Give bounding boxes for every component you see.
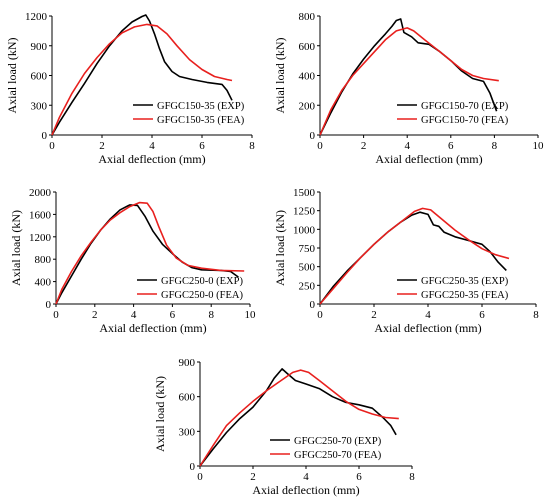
x-tick-label: 4: [131, 309, 137, 321]
y-tick-label: 900: [179, 357, 196, 369]
x-tick-label: 4: [149, 140, 155, 152]
y-tick-label: 300: [31, 100, 48, 112]
subplot-4: 0 2 4 6 8 0 250 500 750 1000 1250 1500 Axial deflect…: [273, 187, 539, 335]
legend-label: GFGC150-70 (EXP): [421, 101, 509, 112]
y-axis-title: Axial load (kN): [273, 38, 287, 114]
x-tick-label: 2: [99, 140, 105, 152]
y-axis-title: Axial load (kN): [153, 376, 167, 452]
x-tick-label: 8: [409, 471, 415, 483]
y-tick-label: 300: [179, 426, 196, 438]
legend-label: GFGC250-70 (FEA): [294, 450, 382, 461]
subplot-3: 0 2 4 6 8 10 0 400 800 1200 1600 2000 Axial deflecti…: [9, 187, 256, 335]
series-line-exp: [319, 18, 498, 136]
x-axis-title: Axial deflection (mm): [375, 152, 482, 166]
x-tick-label: 10: [245, 309, 257, 321]
legend-label: GFGC150-70 (FEA): [421, 115, 509, 126]
legend-label: GFGC250-35 (EXP): [421, 276, 509, 287]
y-tick-label: 2000: [29, 187, 52, 199]
x-tick-label: 8: [533, 309, 539, 321]
y-tick-label: 1500: [293, 187, 316, 199]
series-line-fea: [319, 27, 499, 136]
x-tick-label: 2: [92, 309, 98, 321]
legend: GFGC250-70 (EXP) GFGC250-70 (FEA): [270, 436, 382, 461]
y-tick-label: 0: [42, 130, 48, 142]
series-line-fea: [199, 369, 399, 467]
legend-label: GFGC250-0 (FEA): [161, 290, 243, 301]
x-tick-label: 4: [404, 140, 410, 152]
y-tick-label: 200: [299, 100, 316, 112]
x-tick-label: 0: [317, 309, 323, 321]
y-tick-label: 0: [190, 461, 196, 473]
legend: GFGC150-70 (EXP) GFGC150-70 (FEA): [397, 101, 509, 126]
x-tick-label: 8: [492, 140, 498, 152]
legend: GFGC250-0 (EXP) GFGC250-0 (FEA): [137, 276, 243, 301]
x-tick-label: 4: [425, 309, 431, 321]
legend-label: GFGC250-70 (EXP): [294, 436, 382, 447]
legend-label: GFGC250-35 (FEA): [421, 290, 509, 301]
series-line-exp: [199, 368, 397, 467]
x-tick-label: 2: [371, 309, 377, 321]
x-axis-title: Axial deflection (mm): [374, 321, 481, 335]
x-tick-label: 10: [533, 140, 545, 152]
x-tick-label: 0: [197, 471, 203, 483]
series-line-fea: [51, 23, 233, 136]
x-tick-label: 0: [53, 309, 59, 321]
x-tick-label: 0: [49, 140, 55, 152]
legend: GFGC250-35 (EXP) GFGC250-35 (FEA): [397, 276, 509, 301]
x-tick-label: 6: [448, 140, 454, 152]
y-tick-label: 400: [35, 277, 52, 289]
y-tick-label: 0: [310, 299, 316, 311]
series-line-fea: [319, 207, 510, 305]
y-tick-label: 250: [299, 280, 316, 292]
series-line-fea: [55, 201, 245, 305]
y-tick-label: 600: [31, 71, 48, 83]
x-tick-label: 6: [199, 140, 205, 152]
y-tick-label: 1200: [25, 11, 48, 23]
x-axis-title: Axial deflection (mm): [98, 152, 205, 166]
series-line-exp: [55, 204, 239, 305]
y-tick-label: 500: [299, 262, 316, 274]
subplot-5: 0 2 4 6 8 0 300 600 900 Axial deflection (mm) Axia…: [153, 357, 415, 497]
subplot-1: 0 2 4 6 8 0 300 600 900 1200 Axial deflection (mm)…: [5, 11, 255, 166]
x-tick-label: 2: [250, 471, 256, 483]
y-tick-label: 600: [179, 392, 196, 404]
y-tick-label: 400: [299, 71, 316, 83]
subplot-2: 0 2 4 6 8 10 0 200 400 600 800 Axial deflection (mm…: [273, 11, 544, 166]
x-tick-label: 6: [170, 309, 176, 321]
y-tick-label: 800: [35, 254, 52, 266]
y-axis-title: Axial load (kN): [273, 210, 287, 286]
x-tick-label: 8: [249, 140, 255, 152]
y-tick-label: 1000: [293, 224, 316, 236]
y-tick-label: 1200: [29, 232, 52, 244]
y-tick-label: 0: [310, 130, 316, 142]
y-tick-label: 0: [46, 299, 52, 311]
legend-label: GFGC250-0 (EXP): [161, 276, 243, 287]
x-tick-label: 6: [479, 309, 485, 321]
y-tick-label: 1250: [293, 206, 316, 218]
x-tick-label: 8: [208, 309, 214, 321]
series-line-exp: [51, 14, 233, 136]
y-tick-label: 750: [299, 243, 316, 255]
legend: GFGC150-35 (EXP) GFGC150-35 (FEA): [133, 101, 245, 126]
y-tick-label: 800: [299, 11, 316, 23]
y-tick-label: 600: [299, 41, 316, 53]
x-tick-label: 6: [356, 471, 362, 483]
y-axis-title: Axial load (kN): [9, 210, 23, 286]
legend-label: GFGC150-35 (FEA): [157, 115, 245, 126]
y-tick-label: 900: [31, 41, 48, 53]
x-tick-label: 4: [303, 471, 309, 483]
y-tick-label: 1600: [29, 209, 52, 221]
x-tick-label: 0: [317, 140, 323, 152]
x-axis-title: Axial deflection (mm): [252, 483, 359, 497]
x-axis-title: Axial deflection (mm): [99, 321, 206, 335]
x-tick-label: 2: [361, 140, 367, 152]
y-axis-title: Axial load (kN): [5, 38, 19, 114]
legend-label: GFGC150-35 (EXP): [157, 101, 245, 112]
